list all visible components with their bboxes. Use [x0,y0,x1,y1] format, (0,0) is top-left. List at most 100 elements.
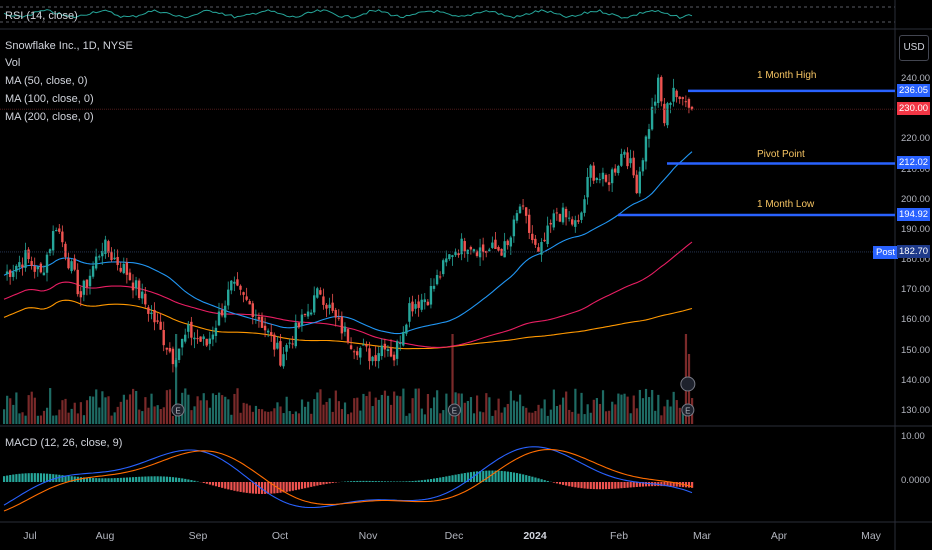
volume-bar [663,406,666,424]
macd-histogram-bar [442,476,445,482]
candle-body [288,342,291,344]
macd-histogram-bar [61,475,64,482]
volume-bar [70,408,73,424]
macd-histogram-bar [279,482,282,493]
candle-body [653,101,657,106]
macd-histogram-bar [21,473,24,482]
macd-histogram-bar [476,471,479,482]
macd-histogram-bar [411,480,414,482]
volume-bar [614,404,617,424]
volume-bar [12,404,15,424]
volume-bar [343,402,347,424]
macd-histogram-bar [30,473,33,482]
macd-histogram-bar [500,470,503,482]
candle-body [190,321,193,338]
candle-body [546,225,549,245]
volume-bar [635,408,638,424]
macd-histogram-bar [282,482,285,493]
currency-button[interactable]: USD [899,35,929,61]
macd-histogram-bar [617,482,620,489]
candle-body [494,239,497,250]
macd-histogram-bar [156,476,159,482]
macd-histogram-bar [107,478,110,482]
candle-body [392,354,396,361]
volume-bar [24,415,27,424]
candle-body [481,244,485,253]
macd-histogram-bar [208,482,211,485]
macd-histogram-bar [52,474,55,482]
macd-histogram-bar [196,481,199,482]
macd-histogram-bar [15,474,18,482]
ma50-label[interactable]: MA (50, close, 0) [5,75,88,87]
macd-histogram-bar [297,482,301,490]
candle-body [42,272,46,276]
symbol-title[interactable]: Snowflake Inc., 1D, NYSE [5,40,133,52]
candle-body [98,256,101,258]
candle-body [325,304,328,309]
candle-body [435,275,439,285]
volume-bar [334,390,337,424]
volume-bar [414,388,417,424]
volume-bar [552,389,555,424]
volume-bar [39,415,43,424]
candle-body [623,151,626,155]
volume-bar [531,412,534,424]
ma200-label[interactable]: MA (200, close, 0) [5,111,94,123]
macd-histogram-bar [248,482,251,494]
candle-body [567,217,571,219]
candle-body [162,330,165,346]
volume-bar [239,412,242,424]
volume-bar [141,411,144,424]
candle-body [540,242,543,255]
macd-histogram-bar [433,478,436,482]
volume-bar [362,393,365,424]
macd-histogram-bar [236,482,239,492]
candle-body [337,317,340,319]
price-tick: 190.00 [901,223,931,235]
volume-bar [82,415,86,424]
annotation-month-low: 1 Month Low [757,199,815,210]
macd-histogram-bar [211,482,215,486]
volume-bar [221,395,224,424]
candle-body [187,324,190,332]
volume-bar [52,415,55,424]
time-axis-label: Dec [444,530,464,542]
price-tick: 170.00 [901,284,931,296]
volume-bar [276,402,279,424]
macd-histogram-bar [168,476,172,482]
candle-body [94,256,98,269]
candle-body [528,214,531,233]
candle-body [629,158,632,164]
candle-body [18,262,21,268]
volume-bar [439,413,442,424]
candle-body [374,355,377,362]
macd-histogram-bar [178,477,181,482]
macd-label[interactable]: MACD (12, 26, close, 9) [5,437,123,449]
rsi-label[interactable]: RSI (14, close) [5,10,78,22]
volume-bar [546,415,549,424]
vol-label[interactable]: Vol [5,57,21,69]
macd-histogram-bar [138,476,141,482]
volume-bar [313,399,316,424]
candle-body [690,106,694,110]
ma100-label[interactable]: MA (100, close, 0) [5,93,94,105]
volume-bar [113,412,116,424]
macd-histogram-bar [202,482,205,483]
volume-bar [472,413,476,424]
macd-histogram-bar [150,476,153,482]
price-tick: 140.00 [901,374,931,386]
macd-tick: 10.00 [901,431,925,442]
macd-histogram-bar [294,482,297,491]
candle-body [168,347,172,352]
candle-body [552,213,555,228]
volume-bar [620,394,623,424]
candle-body [196,338,199,340]
macd-histogram-bar [27,473,30,482]
volume-bar [273,408,276,424]
candle-body [313,295,316,313]
candle-body [411,301,414,312]
volume-bar [497,398,500,424]
volume-bar [144,397,147,424]
candle-body [657,77,660,104]
